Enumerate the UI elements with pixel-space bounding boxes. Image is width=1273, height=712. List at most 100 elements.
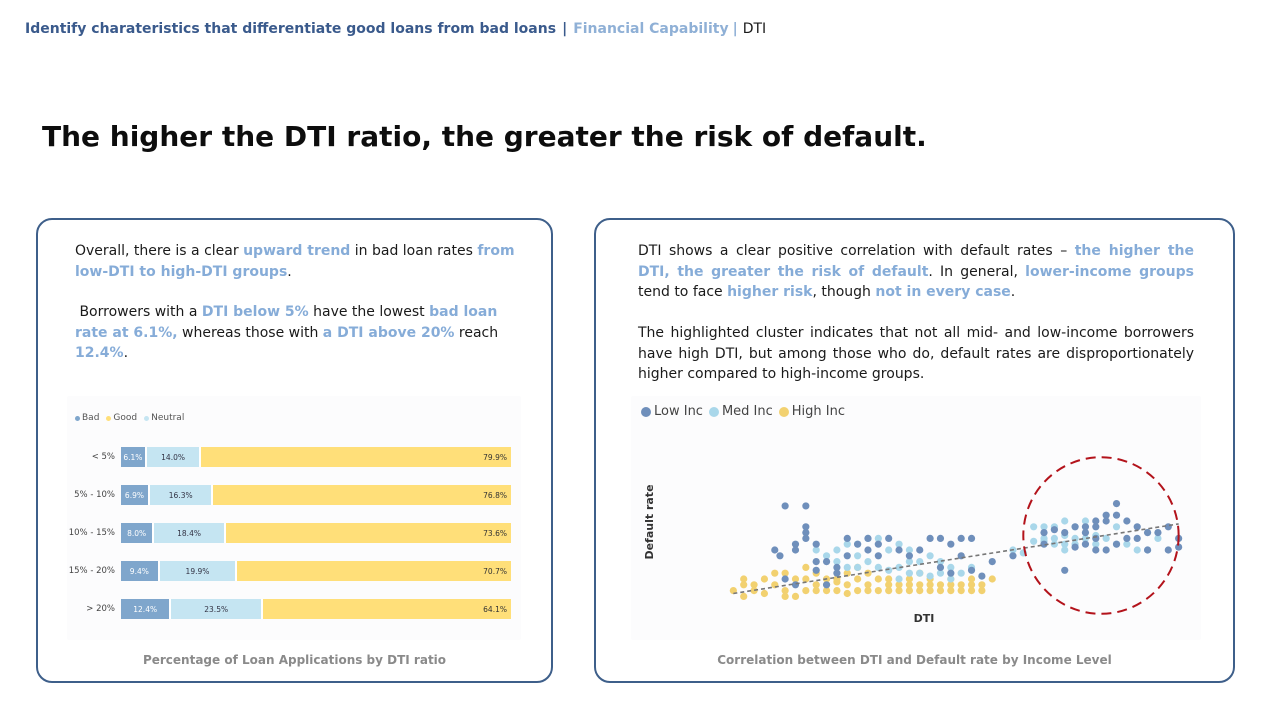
text: . <box>287 263 292 280</box>
breadcrumb-dti: DTI <box>742 21 767 37</box>
point-low-inc <box>1175 543 1183 551</box>
bar-category-label: > 20% <box>86 604 115 614</box>
point-low-inc <box>947 540 955 548</box>
point-low-inc <box>905 552 913 560</box>
point-high-inc <box>843 581 851 589</box>
breadcrumb-financial-capability[interactable]: Financial Capability <box>573 21 729 37</box>
point-high-inc <box>905 587 913 595</box>
left-paragraph-2: Borrowers with a DTI below 5% have the l… <box>75 302 517 364</box>
text: . In general, <box>928 263 1026 280</box>
point-low-inc <box>1154 529 1162 537</box>
point-med-inc <box>833 558 841 566</box>
highlight-dti-groups: from low-DTI to high-DTI groups <box>75 243 515 280</box>
page-title: The higher the DTI ratio, the greater th… <box>42 120 927 153</box>
point-high-inc <box>854 587 862 595</box>
point-low-inc <box>776 552 784 560</box>
bar-data-label: 6.9% <box>124 490 144 500</box>
point-high-inc <box>843 589 851 598</box>
highlight-bad-loan-rate: bad loan rate at 6.1%, <box>75 304 503 341</box>
point-low-inc <box>988 558 996 566</box>
point-low-inc <box>978 572 986 580</box>
point-med-inc <box>1081 517 1090 525</box>
point-high-inc <box>885 575 893 583</box>
point-med-inc <box>936 558 945 566</box>
point-low-inc <box>895 546 903 554</box>
scatter-plot-area: DTI Default rate <box>643 456 1183 625</box>
point-high-inc <box>978 581 986 589</box>
point-low-inc <box>1164 546 1172 554</box>
bar-chart-legend: Bad Good Neutral <box>75 413 188 423</box>
point-med-inc <box>1050 534 1058 542</box>
bar-category-label: 5% - 10% <box>74 490 115 500</box>
point-med-inc <box>895 540 903 548</box>
point-high-inc <box>967 587 976 595</box>
point-med-inc <box>1030 537 1038 545</box>
point-low-inc <box>812 540 820 548</box>
breadcrumb-separator-2: | <box>732 21 738 37</box>
point-low-inc <box>854 540 862 548</box>
point-med-inc <box>957 569 965 577</box>
highlight-higher-dti: the higher the DTI, the greater the risk… <box>638 243 1194 280</box>
bar-good: 73.6% <box>223 523 511 543</box>
point-high-inc <box>833 578 841 586</box>
bar-data-label: 14.0% <box>161 452 185 462</box>
point-low-inc <box>1081 523 1090 531</box>
point-high-inc <box>905 575 913 583</box>
point-high-inc <box>833 587 841 595</box>
point-high-inc <box>864 587 872 595</box>
point-low-inc <box>812 566 820 574</box>
point-low-inc <box>1143 546 1152 554</box>
point-med-inc <box>885 546 893 554</box>
point-high-inc <box>926 581 934 589</box>
point-low-inc <box>936 563 945 571</box>
point-high-inc <box>791 592 800 600</box>
point-high-inc <box>760 589 769 598</box>
text: in bad loan rates <box>350 243 478 259</box>
bar-category-label: 10% - 15% <box>68 528 115 538</box>
text: Borrowers with a <box>75 304 202 320</box>
point-high-inc <box>936 587 945 595</box>
bar-good: 64.1% <box>261 599 511 619</box>
point-high-inc <box>947 581 955 589</box>
point-low-inc <box>874 540 882 548</box>
point-high-inc <box>791 575 800 583</box>
point-high-inc <box>750 587 758 595</box>
bar-neutral: 14.0% <box>144 447 200 467</box>
point-high-inc <box>874 575 882 583</box>
scatter-legend: Low Inc Med Inc High Inc <box>641 404 851 419</box>
point-low-inc <box>781 575 789 583</box>
text: whereas those with <box>177 324 323 341</box>
point-low-inc <box>1040 529 1048 537</box>
legend-item-bad: Bad <box>75 413 99 423</box>
breadcrumb-main[interactable]: Identify charateristics that differentia… <box>25 21 557 37</box>
point-med-inc <box>947 575 955 583</box>
point-med-inc <box>916 569 924 577</box>
highlight-lower-income: lower-income groups <box>1025 263 1194 280</box>
point-med-inc <box>1133 546 1141 554</box>
point-high-inc <box>740 581 748 589</box>
point-med-inc <box>854 563 862 571</box>
left-insight-card: Overall, there is a clear upward trend i… <box>36 218 553 683</box>
point-high-inc <box>740 575 748 583</box>
point-low-inc <box>885 534 893 542</box>
point-high-inc <box>957 581 965 589</box>
point-low-inc <box>843 552 851 560</box>
bar-bad: 8.0% <box>121 523 153 543</box>
bar-neutral: 18.4% <box>152 523 224 543</box>
point-high-inc <box>760 575 769 583</box>
point-med-inc <box>1112 523 1121 531</box>
bar-neutral: 19.9% <box>157 561 236 581</box>
bar-good: 76.8% <box>211 485 511 505</box>
x-axis-label: DTI <box>914 612 935 625</box>
bar-data-label: 8.0% <box>127 528 147 538</box>
bar-data-label: 76.8% <box>483 490 507 500</box>
point-med-inc <box>874 534 882 542</box>
point-low-inc <box>1133 523 1141 531</box>
point-low-inc <box>833 563 841 571</box>
point-low-inc <box>791 540 800 548</box>
point-med-inc <box>874 563 882 571</box>
point-high-inc <box>854 575 862 583</box>
bar-data-label: 23.5% <box>204 604 229 614</box>
bar-category-label: 15% - 20% <box>68 566 115 576</box>
point-low-inc <box>802 529 810 537</box>
